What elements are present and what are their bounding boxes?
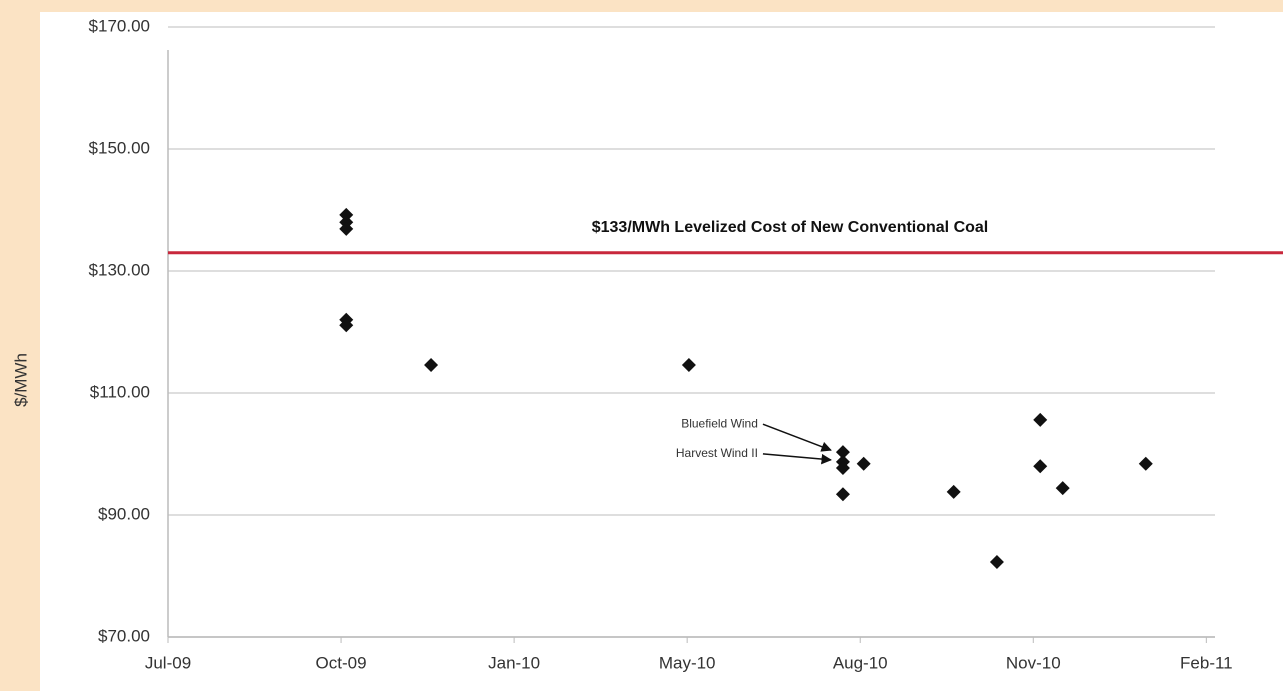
point — [681, 357, 696, 372]
point — [1033, 459, 1048, 474]
point — [989, 554, 1004, 569]
point — [856, 456, 871, 471]
y-axis-label: $/MWh — [11, 353, 30, 407]
point — [946, 484, 961, 499]
y-tick-label: $170.00 — [89, 16, 150, 35]
annotation-label: Bluefield Wind — [681, 416, 758, 430]
point — [339, 207, 354, 222]
reference-label: $133/MWh Levelized Cost of New Conventio… — [592, 219, 989, 236]
y-tick-label: $110.00 — [90, 382, 150, 401]
x-tick-label: Jan-10 — [488, 653, 540, 672]
y-tick-label: $150.00 — [89, 138, 150, 157]
point — [1138, 456, 1153, 471]
x-tick-label: Oct-09 — [316, 653, 367, 672]
y-tick-label: $70.00 — [98, 626, 150, 645]
point — [1033, 412, 1048, 427]
point — [1055, 481, 1070, 496]
point — [424, 357, 439, 372]
x-tick-label: Nov-10 — [1006, 653, 1061, 672]
y-tick-label: $90.00 — [98, 504, 150, 523]
annotation-label: Harvest Wind II — [676, 446, 758, 460]
x-tick-label: Feb-11 — [1180, 653, 1233, 672]
y-tick-label: $130.00 — [89, 260, 150, 279]
x-tick-label: Jul-09 — [145, 653, 191, 672]
point — [835, 445, 850, 460]
annotation-arrow — [762, 453, 832, 465]
point — [835, 487, 850, 502]
point — [339, 221, 354, 236]
x-tick-label: Aug-10 — [833, 653, 888, 672]
annotation-arrow — [762, 423, 832, 452]
point — [339, 318, 354, 333]
point — [835, 461, 850, 476]
plot-background — [40, 12, 1283, 691]
x-tick-label: May-10 — [659, 653, 716, 672]
